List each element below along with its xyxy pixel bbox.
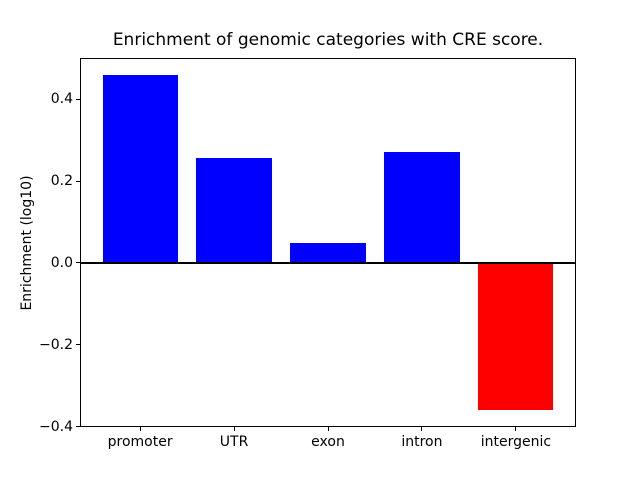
y-tick-mark (76, 262, 80, 264)
x-tick-mark (327, 427, 329, 431)
x-tick-label-exon: exon (311, 434, 345, 450)
bar-intergenic (478, 262, 554, 410)
x-tick-label-intron: intron (401, 434, 443, 450)
bar-UTR (196, 158, 272, 263)
chart-title: Enrichment of genomic categories with CR… (112, 30, 544, 50)
x-tick-label-promoter: promoter (107, 434, 173, 450)
x-tick-mark (233, 427, 235, 431)
y-tick-label: −0.4 (39, 418, 73, 435)
x-tick-label-intergenic: intergenic (480, 434, 552, 450)
y-axis-label: Enrichment (log10) (19, 175, 35, 311)
y-tick-mark (76, 426, 80, 428)
y-tick-label: 0.4 (50, 91, 73, 108)
y-tick-label: 0.2 (50, 173, 73, 190)
y-tick-label: −0.2 (39, 336, 73, 353)
x-tick-mark (421, 427, 423, 431)
y-tick-mark (76, 344, 80, 346)
x-tick-mark (515, 427, 517, 431)
y-tick-mark (76, 180, 80, 182)
y-tick-mark (76, 98, 80, 100)
bar-promoter (102, 74, 178, 263)
plot-area (80, 58, 576, 427)
bar-intron (384, 152, 460, 263)
y-tick-label: 0.0 (50, 254, 73, 271)
zero-line (80, 261, 576, 264)
x-tick-label-UTR: UTR (219, 434, 249, 450)
bar-exon (290, 243, 366, 263)
x-tick-mark (139, 427, 141, 431)
